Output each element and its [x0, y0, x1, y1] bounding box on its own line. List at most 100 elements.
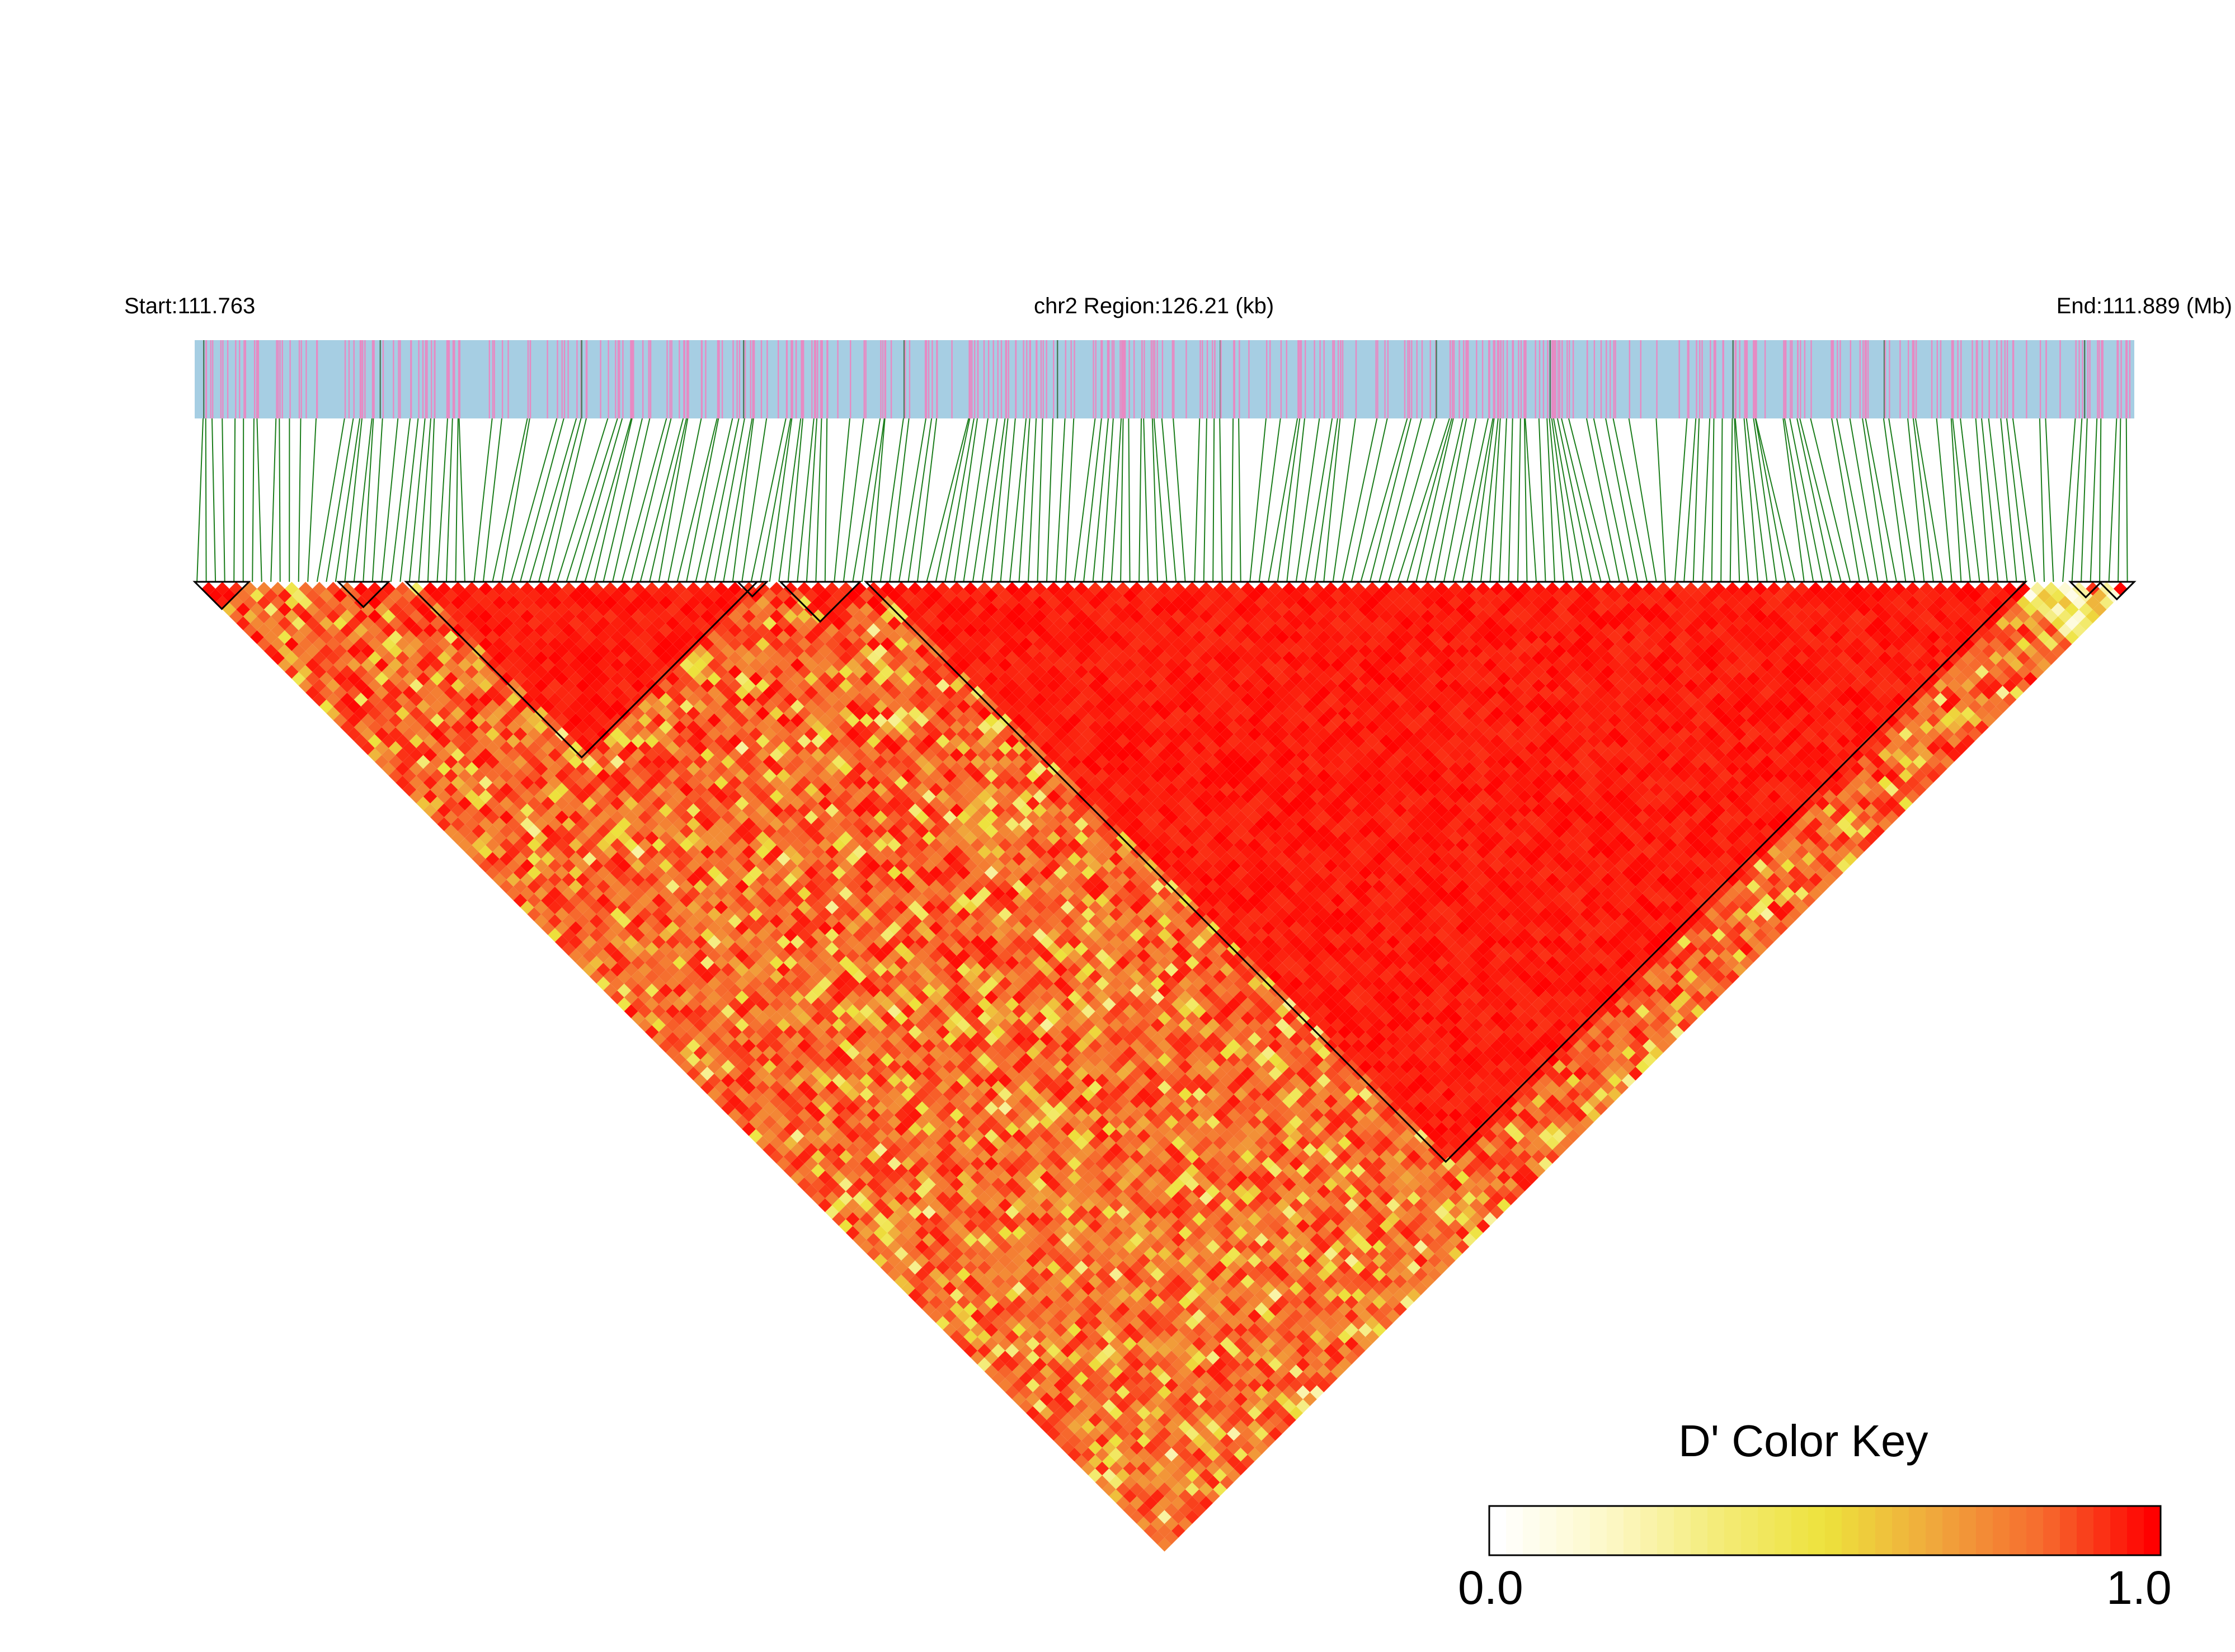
ld-cell [1019, 1274, 1033, 1288]
snp-marker [1915, 340, 1917, 418]
ld-cell [1226, 1468, 1241, 1482]
ld-cell [769, 1136, 784, 1150]
ld-cell [1067, 1364, 1081, 1378]
ld-cell [548, 775, 562, 790]
snp-connector-line [741, 418, 768, 582]
ld-cell [1199, 1482, 1213, 1496]
ld-cell [1164, 1434, 1179, 1448]
ld-cell [1150, 1447, 1165, 1462]
ld-cell [478, 803, 493, 817]
ld-cell [1144, 1524, 1158, 1538]
ld-cell [845, 1074, 860, 1088]
snp-marker [1421, 340, 1423, 418]
snp-marker [422, 340, 424, 418]
ld-cell [922, 1150, 936, 1164]
ld-cell [437, 693, 451, 707]
ld-cell [333, 630, 347, 644]
ld-cell [943, 1295, 957, 1310]
snp-connector-line [381, 418, 399, 582]
snp-connector-line [695, 418, 733, 582]
snp-marker [1867, 340, 1869, 418]
ld-cell [1137, 1461, 1151, 1476]
ld-cell [957, 1309, 971, 1323]
ld-cell [1192, 1406, 1206, 1420]
ld-cell [867, 1136, 881, 1150]
ld-cell [1019, 1232, 1033, 1247]
ld-cell [1192, 1447, 1206, 1462]
ld-cell [534, 775, 548, 790]
ld-cell [1074, 1427, 1089, 1441]
ld-cell [638, 1004, 652, 1019]
snp-marker [615, 340, 617, 418]
ld-cell [499, 727, 514, 741]
ld-cell [915, 1156, 929, 1171]
ld-cell [1102, 1413, 1116, 1427]
snp-marker [1912, 340, 1913, 418]
ld-cell [1088, 1413, 1103, 1427]
snp-marker [379, 340, 381, 418]
ld-cell [527, 907, 542, 921]
ld-cell [1012, 1254, 1026, 1268]
snp-marker [2117, 340, 2119, 418]
ld-cell [1102, 1344, 1116, 1358]
ld-cell [388, 589, 403, 603]
ld-cell [935, 1288, 950, 1302]
snp-marker [1111, 340, 1113, 418]
snp-connector-line [2000, 418, 2017, 582]
snp-marker [1128, 340, 1130, 418]
ld-cell [658, 873, 673, 887]
ld-cell [520, 831, 534, 845]
ld-cell [1130, 1468, 1144, 1482]
snp-connector-line [584, 418, 632, 582]
ld-cell [603, 900, 618, 915]
ld-cell [1102, 1455, 1116, 1469]
ld-cell [631, 859, 645, 873]
ld-cell [1144, 1468, 1158, 1482]
ld-cell [520, 817, 534, 831]
ld-cell [458, 769, 472, 783]
ld-cell [1047, 1399, 1061, 1413]
ld-cell [859, 1115, 874, 1129]
snp-connector-line [566, 418, 618, 582]
ld-cell [236, 616, 251, 630]
ld-cell [1171, 1482, 1185, 1496]
ld-cell [894, 1232, 909, 1247]
ld-cell [624, 824, 638, 839]
ld-cell [1033, 1399, 1047, 1413]
ld-cell [756, 1122, 770, 1136]
ld-cell [943, 1322, 957, 1337]
ld-cell [1199, 1455, 1213, 1469]
snp-marker [253, 340, 256, 418]
snp-marker [671, 340, 672, 418]
ld-cell [368, 748, 382, 762]
ld-cell [880, 1080, 895, 1095]
ld-cell [527, 879, 542, 894]
ld-cell [1047, 1302, 1061, 1316]
ld-cell [416, 783, 430, 797]
ld-cell [458, 741, 472, 755]
snp-marker [1199, 340, 1201, 418]
snp-connector-line [233, 418, 236, 582]
snp-marker [1042, 340, 1044, 418]
ld-cell [396, 748, 410, 762]
ld-cell [444, 685, 458, 700]
ld-cell [880, 1246, 895, 1261]
ld-cell [589, 928, 604, 942]
ld-cell [305, 658, 319, 672]
ld-cell [963, 1330, 978, 1344]
ld-cell [464, 831, 479, 845]
ld-cell [679, 893, 694, 907]
ld-cell [319, 616, 333, 630]
ld-cell [1123, 1434, 1137, 1448]
ld-cell [617, 886, 632, 901]
ld-cell [1067, 1336, 1081, 1351]
snp-connector-line [1950, 418, 1962, 582]
ld-cell [714, 1066, 728, 1081]
snp-marker [1804, 340, 1806, 418]
ld-cell [845, 1170, 860, 1185]
ld-cell [374, 685, 389, 700]
snp-connector-line [1009, 418, 1027, 582]
ld-cell [984, 1281, 999, 1296]
ld-cell [1005, 1371, 1019, 1386]
snp-marker [928, 340, 930, 418]
